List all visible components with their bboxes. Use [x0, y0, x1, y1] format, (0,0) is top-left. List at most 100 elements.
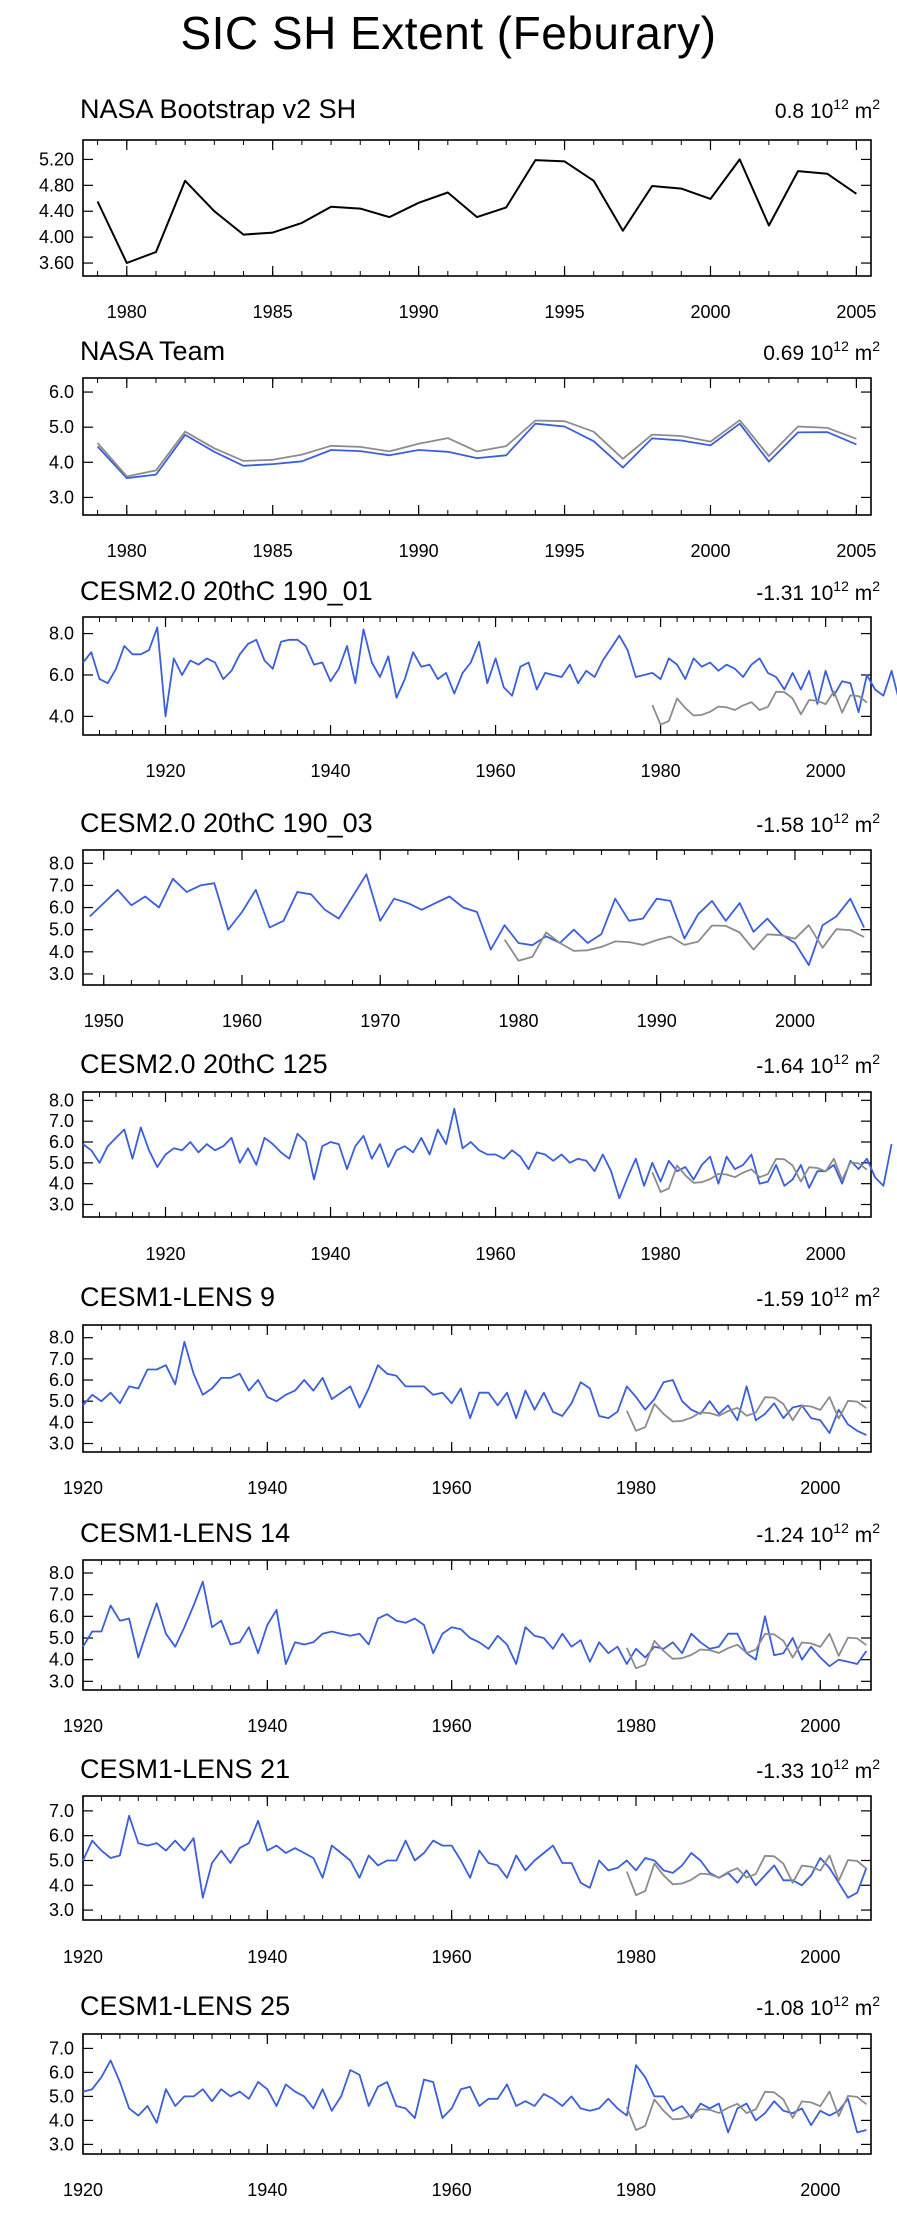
y-tick-label: 3.0 — [49, 1900, 74, 1920]
y-tick-label: 4.40 — [39, 201, 74, 221]
x-tick-label: 1920 — [145, 1244, 185, 1264]
series-line — [82, 1341, 867, 1436]
stat-unit: m — [849, 1524, 872, 1547]
y-tick-label: 5.0 — [49, 417, 74, 437]
stat-unit-exponent: 2 — [872, 338, 880, 354]
chart-panel: NASA Team 0.69 1012 m2 1980 1985 1990 1995 200… — [49, 336, 880, 561]
stat-exponent: 12 — [833, 578, 849, 594]
stat-unit: m — [849, 1055, 872, 1078]
stat-unit: m — [849, 342, 872, 365]
x-tick-label: 1980 — [616, 1716, 656, 1736]
x-tick-label: 1940 — [311, 1244, 351, 1264]
y-tick-label: 7.0 — [49, 1349, 74, 1369]
x-tick-label: 2005 — [836, 541, 876, 561]
stat-unit-exponent: 2 — [872, 96, 880, 112]
x-tick-label: 1950 — [84, 1011, 124, 1031]
y-tick-label: 6.0 — [49, 1370, 74, 1390]
plot-frame — [82, 1324, 872, 1453]
x-tick-label: 2000 — [690, 541, 730, 561]
stat-unit-exponent: 2 — [872, 1993, 880, 2009]
y-tick-label: 4.0 — [49, 1875, 74, 1895]
plot-frame — [82, 139, 872, 277]
plot-frame — [82, 1559, 872, 1691]
x-tick-label: 1940 — [247, 2180, 287, 2200]
x-tick-label: 2000 — [806, 1244, 846, 1264]
stat-unit-exponent: 2 — [872, 1284, 880, 1300]
y-tick-label: 7.0 — [49, 1801, 74, 1821]
y-tick-label: 5.0 — [49, 1153, 74, 1173]
series-line — [89, 873, 865, 966]
y-tick-label: 3.0 — [49, 964, 74, 984]
panel-stat: -1.31 1012 m2 — [756, 578, 880, 605]
y-tick-label: 3.60 — [39, 253, 74, 273]
stat-unit: m — [849, 1288, 872, 1311]
x-tick-label: 1990 — [637, 1011, 677, 1031]
x-tick-label: 1995 — [545, 302, 585, 322]
y-tick-label: 3.0 — [49, 2134, 74, 2154]
plot-frame — [82, 616, 872, 736]
y-tick-label: 6.0 — [49, 1826, 74, 1846]
x-tick-label: 2000 — [806, 761, 846, 781]
x-tick-label: 1960 — [432, 1716, 472, 1736]
plot-frame — [82, 377, 872, 516]
y-tick-label: 4.0 — [49, 2110, 74, 2130]
stat-value: 0.8 10 — [775, 100, 833, 123]
x-tick-label: 1990 — [399, 541, 439, 561]
x-tick-label: 1920 — [63, 1716, 103, 1736]
series-line — [651, 690, 868, 726]
y-tick-label: 3.0 — [49, 1434, 74, 1454]
y-tick-label: 6.0 — [49, 1132, 74, 1152]
stat-unit-exponent: 2 — [872, 810, 880, 826]
stat-exponent: 12 — [833, 338, 849, 354]
stat-value: -1.59 10 — [756, 1288, 833, 1311]
x-tick-label: 2000 — [800, 1716, 840, 1736]
x-tick-label: 1940 — [247, 1716, 287, 1736]
stat-unit-exponent: 2 — [872, 1051, 880, 1067]
chart-panel: CESM2.0 20thC 125 -1.64 1012 m2 1920 1940 19… — [49, 1049, 893, 1264]
y-tick-label: 3.0 — [49, 487, 74, 507]
x-tick-label: 1990 — [399, 302, 439, 322]
x-tick-label: 1980 — [641, 1244, 681, 1264]
stat-unit: m — [849, 814, 872, 837]
stat-unit: m — [849, 1760, 872, 1783]
panel-title: NASA Team — [80, 336, 225, 366]
y-tick-label: 4.0 — [49, 452, 74, 472]
plot-frame — [82, 2033, 872, 2155]
y-tick-label: 8.0 — [49, 624, 74, 644]
y-tick-label: 8.0 — [49, 1090, 74, 1110]
y-tick-label: 5.0 — [49, 1391, 74, 1411]
y-tick-label: 4.0 — [49, 1174, 74, 1194]
y-tick-label: 8.0 — [49, 853, 74, 873]
y-tick-label: 3.0 — [49, 1195, 74, 1215]
chart-panel: CESM1-LENS 9 -1.59 1012 m2 1920 1940 1960 198… — [49, 1282, 880, 1498]
panel-stat: 0.69 1012 m2 — [763, 338, 880, 365]
y-tick-label: 7.0 — [49, 875, 74, 895]
x-tick-label: 2000 — [775, 1011, 815, 1031]
x-tick-label: 1920 — [145, 761, 185, 781]
y-tick-label: 8.0 — [49, 1328, 74, 1348]
chart-panel: CESM2.0 20thC 190_03 -1.58 1012 m2 1950 196… — [49, 808, 880, 1031]
page-title: SIC SH Extent (Feburary) — [180, 7, 717, 59]
stat-value: 0.69 10 — [763, 342, 833, 365]
x-tick-label: 1940 — [247, 1478, 287, 1498]
plot-frame — [82, 849, 872, 986]
y-tick-label: 4.0 — [49, 706, 74, 726]
x-tick-label: 1940 — [311, 761, 351, 781]
stat-exponent: 12 — [833, 1993, 849, 2009]
chart-panel: CESM1-LENS 21 -1.33 1012 m2 1920 1940 1960 19… — [49, 1754, 880, 1967]
x-tick-label: 1995 — [545, 541, 585, 561]
panel-stat: -1.33 1012 m2 — [756, 1756, 880, 1783]
y-tick-label: 5.0 — [49, 2086, 74, 2106]
series-line — [96, 158, 857, 264]
series-line — [651, 1157, 868, 1193]
panel-title: CESM1-LENS 21 — [80, 1754, 290, 1784]
plot-frame — [82, 1795, 872, 1921]
panel-title: CESM1-LENS 25 — [80, 1991, 290, 2021]
x-tick-label: 1920 — [63, 1478, 103, 1498]
series-line — [82, 2059, 867, 2134]
series-line — [625, 1632, 867, 1670]
stat-exponent: 12 — [833, 810, 849, 826]
stat-value: -1.58 10 — [756, 814, 833, 837]
y-tick-label: 6.0 — [49, 1606, 74, 1626]
